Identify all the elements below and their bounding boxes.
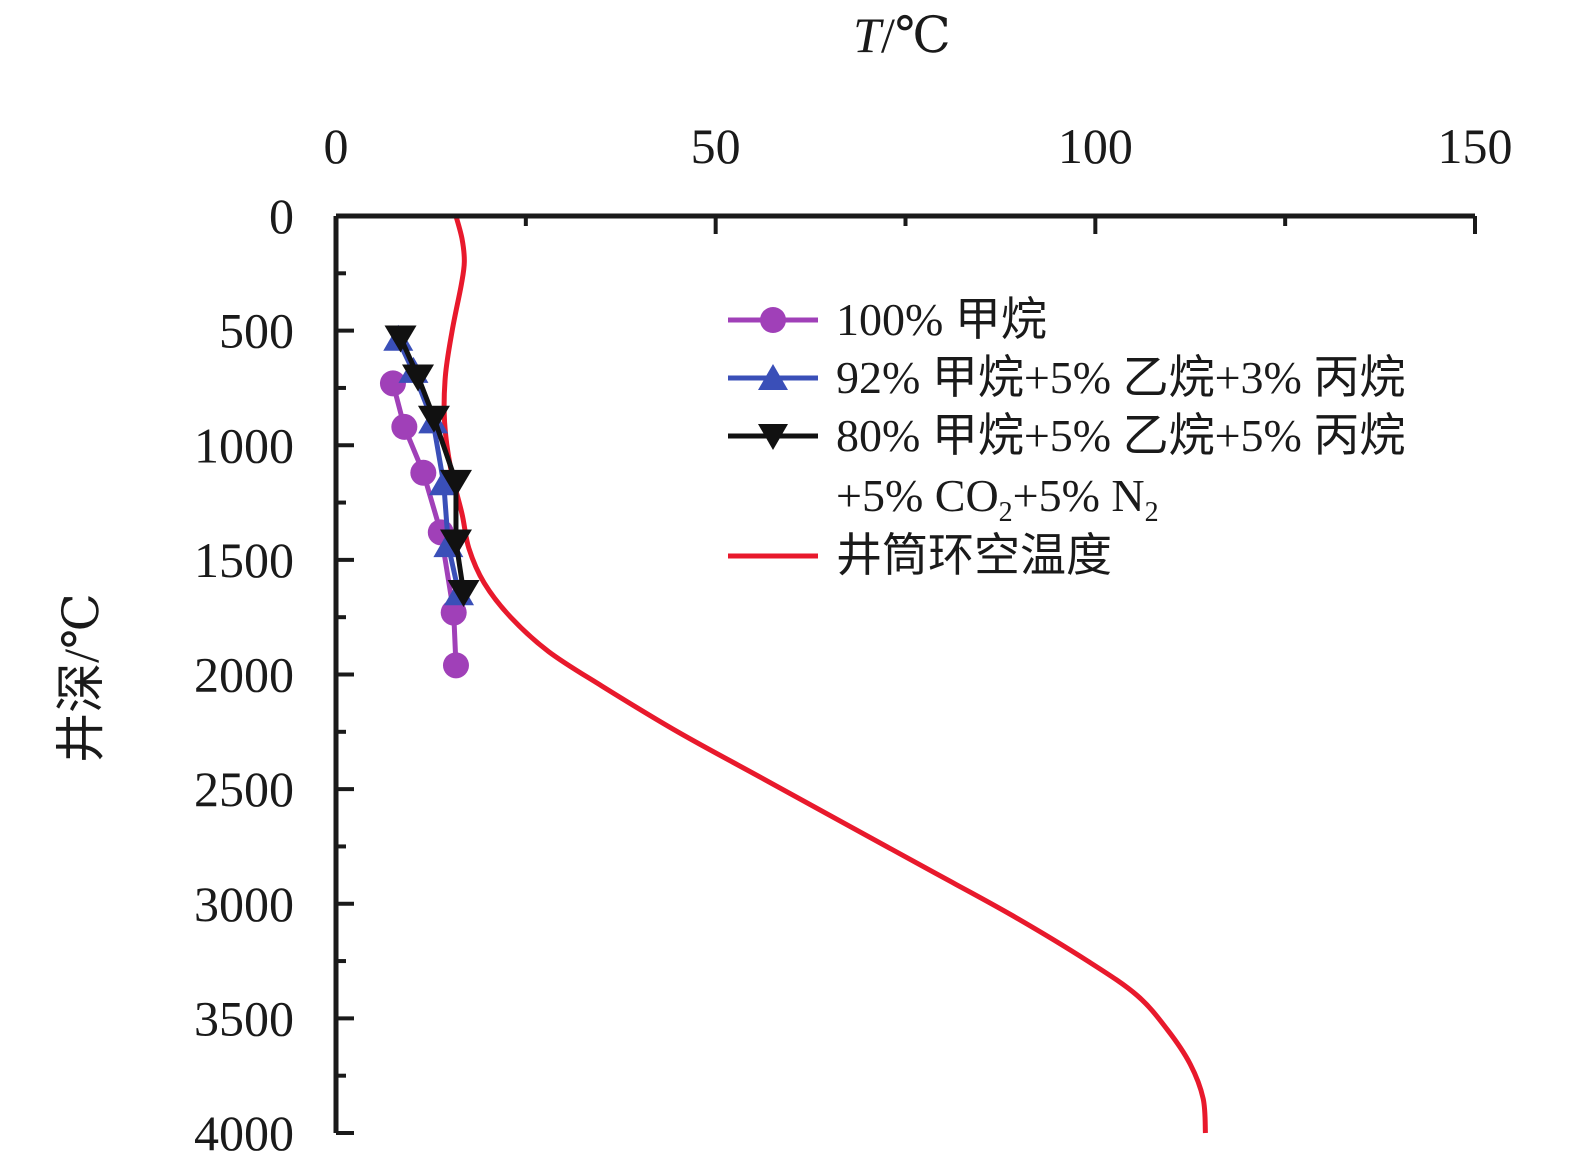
legend-label-mix80-line2: +5% CO2+5% N2 — [836, 470, 1159, 528]
x-tick-label: 50 — [691, 118, 741, 174]
y-tick-label: 4000 — [194, 1105, 294, 1161]
legend-label-annulus: 井筒环空温度 — [836, 530, 1112, 581]
y-axis-title: 井深/℃ — [53, 593, 109, 763]
series-layer — [379, 215, 1208, 1134]
x-tick-label: 150 — [1438, 118, 1513, 174]
legend-item-annulus: 井筒环空温度 — [728, 530, 1112, 581]
x-ticks: 0 50 100 150 — [324, 118, 1513, 234]
legend: 100% 甲烷 92% 甲烷+5% 乙烷+3% 丙烷 80% 甲烷+5% 乙烷+… — [728, 294, 1405, 581]
legend-item-mix80: 80% 甲烷+5% 乙烷+5% 丙烷 +5% CO2+5% N2 — [728, 410, 1405, 528]
data-point-circle — [442, 652, 469, 679]
data-point-triangle-down — [402, 364, 435, 392]
x-tick-label: 100 — [1058, 118, 1133, 174]
legend-item-methane: 100% 甲烷 — [728, 294, 1047, 345]
data-point-triangle-down — [439, 529, 472, 557]
legend-item-mix92: 92% 甲烷+5% 乙烷+3% 丙烷 — [728, 352, 1405, 403]
data-point-triangle-down — [384, 325, 417, 353]
y-ticks: 0 500 1000 1500 2000 2500 3000 3500 4000 — [194, 188, 354, 1161]
legend-marker-triangle-down — [758, 424, 788, 450]
y-tick-label: 0 — [269, 188, 294, 244]
data-point-triangle-down — [439, 469, 472, 497]
legend-marker-circle — [760, 307, 786, 333]
data-point-circle — [440, 599, 467, 626]
legend-marker-triangle-up — [758, 364, 788, 390]
legend-label-mix92: 92% 甲烷+5% 乙烷+3% 丙烷 — [836, 352, 1405, 403]
series-line-annulus-temperature — [441, 215, 1208, 1134]
data-point-triangle-down — [447, 579, 480, 607]
y-tick-label: 2500 — [194, 761, 294, 817]
y-tick-label: 3500 — [194, 990, 294, 1046]
y-tick-label: 1500 — [194, 532, 294, 588]
y-tick-label: 500 — [219, 303, 294, 359]
legend-label-methane: 100% 甲烷 — [836, 294, 1047, 345]
legend-label-mix80-line1: 80% 甲烷+5% 乙烷+5% 丙烷 — [836, 410, 1405, 461]
y-tick-label: 1000 — [194, 417, 294, 473]
y-tick-label: 3000 — [194, 876, 294, 932]
y-tick-label: 2000 — [194, 647, 294, 703]
x-axis-title: T/℃ — [853, 7, 951, 63]
data-point-circle — [379, 370, 406, 397]
data-point-triangle-down — [417, 405, 450, 433]
x-tick-label: 0 — [324, 118, 349, 174]
data-point-circle — [410, 459, 437, 486]
data-point-circle — [391, 413, 418, 440]
